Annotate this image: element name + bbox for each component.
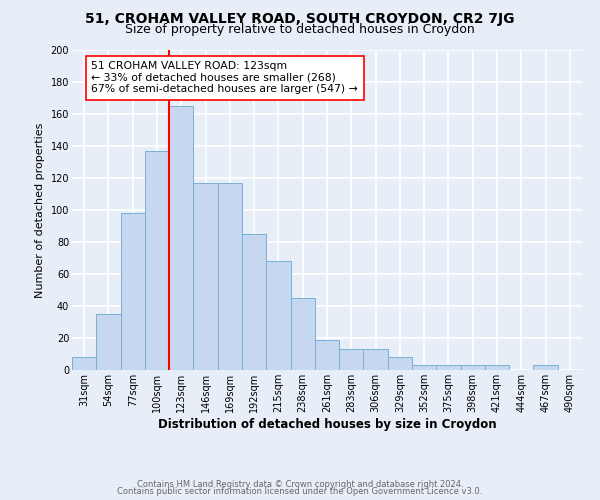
Bar (169, 106, 193, 370)
Bar (388, 357, 412, 370)
Text: 51, CROHAM VALLEY ROAD, SOUTH CROYDON, CR2 7JG: 51, CROHAM VALLEY ROAD, SOUTH CROYDON, C… (85, 12, 515, 26)
Bar (436, 365, 461, 370)
Bar (364, 349, 388, 370)
Bar (96, 314, 121, 370)
Bar (412, 365, 436, 370)
Bar (193, 183, 218, 370)
Bar (315, 340, 339, 370)
Y-axis label: Number of detached properties: Number of detached properties (35, 122, 45, 298)
Bar (461, 365, 485, 370)
Text: Contains HM Land Registry data © Crown copyright and database right 2024.: Contains HM Land Registry data © Crown c… (137, 480, 463, 489)
X-axis label: Distribution of detached houses by size in Croydon: Distribution of detached houses by size … (158, 418, 496, 430)
Bar (121, 213, 145, 370)
Text: Size of property relative to detached houses in Croydon: Size of property relative to detached ho… (125, 22, 475, 36)
Bar (72, 357, 96, 370)
Text: Contains public sector information licensed under the Open Government Licence v3: Contains public sector information licen… (118, 488, 482, 496)
Text: 51 CROHAM VALLEY ROAD: 123sqm
← 33% of detached houses are smaller (268)
67% of : 51 CROHAM VALLEY ROAD: 123sqm ← 33% of d… (91, 61, 358, 94)
Bar (290, 298, 315, 370)
Bar (145, 151, 169, 370)
Bar (218, 183, 242, 370)
Bar (533, 365, 558, 370)
Bar (266, 261, 290, 370)
Bar (242, 234, 266, 370)
Bar (339, 349, 364, 370)
Bar (485, 365, 509, 370)
